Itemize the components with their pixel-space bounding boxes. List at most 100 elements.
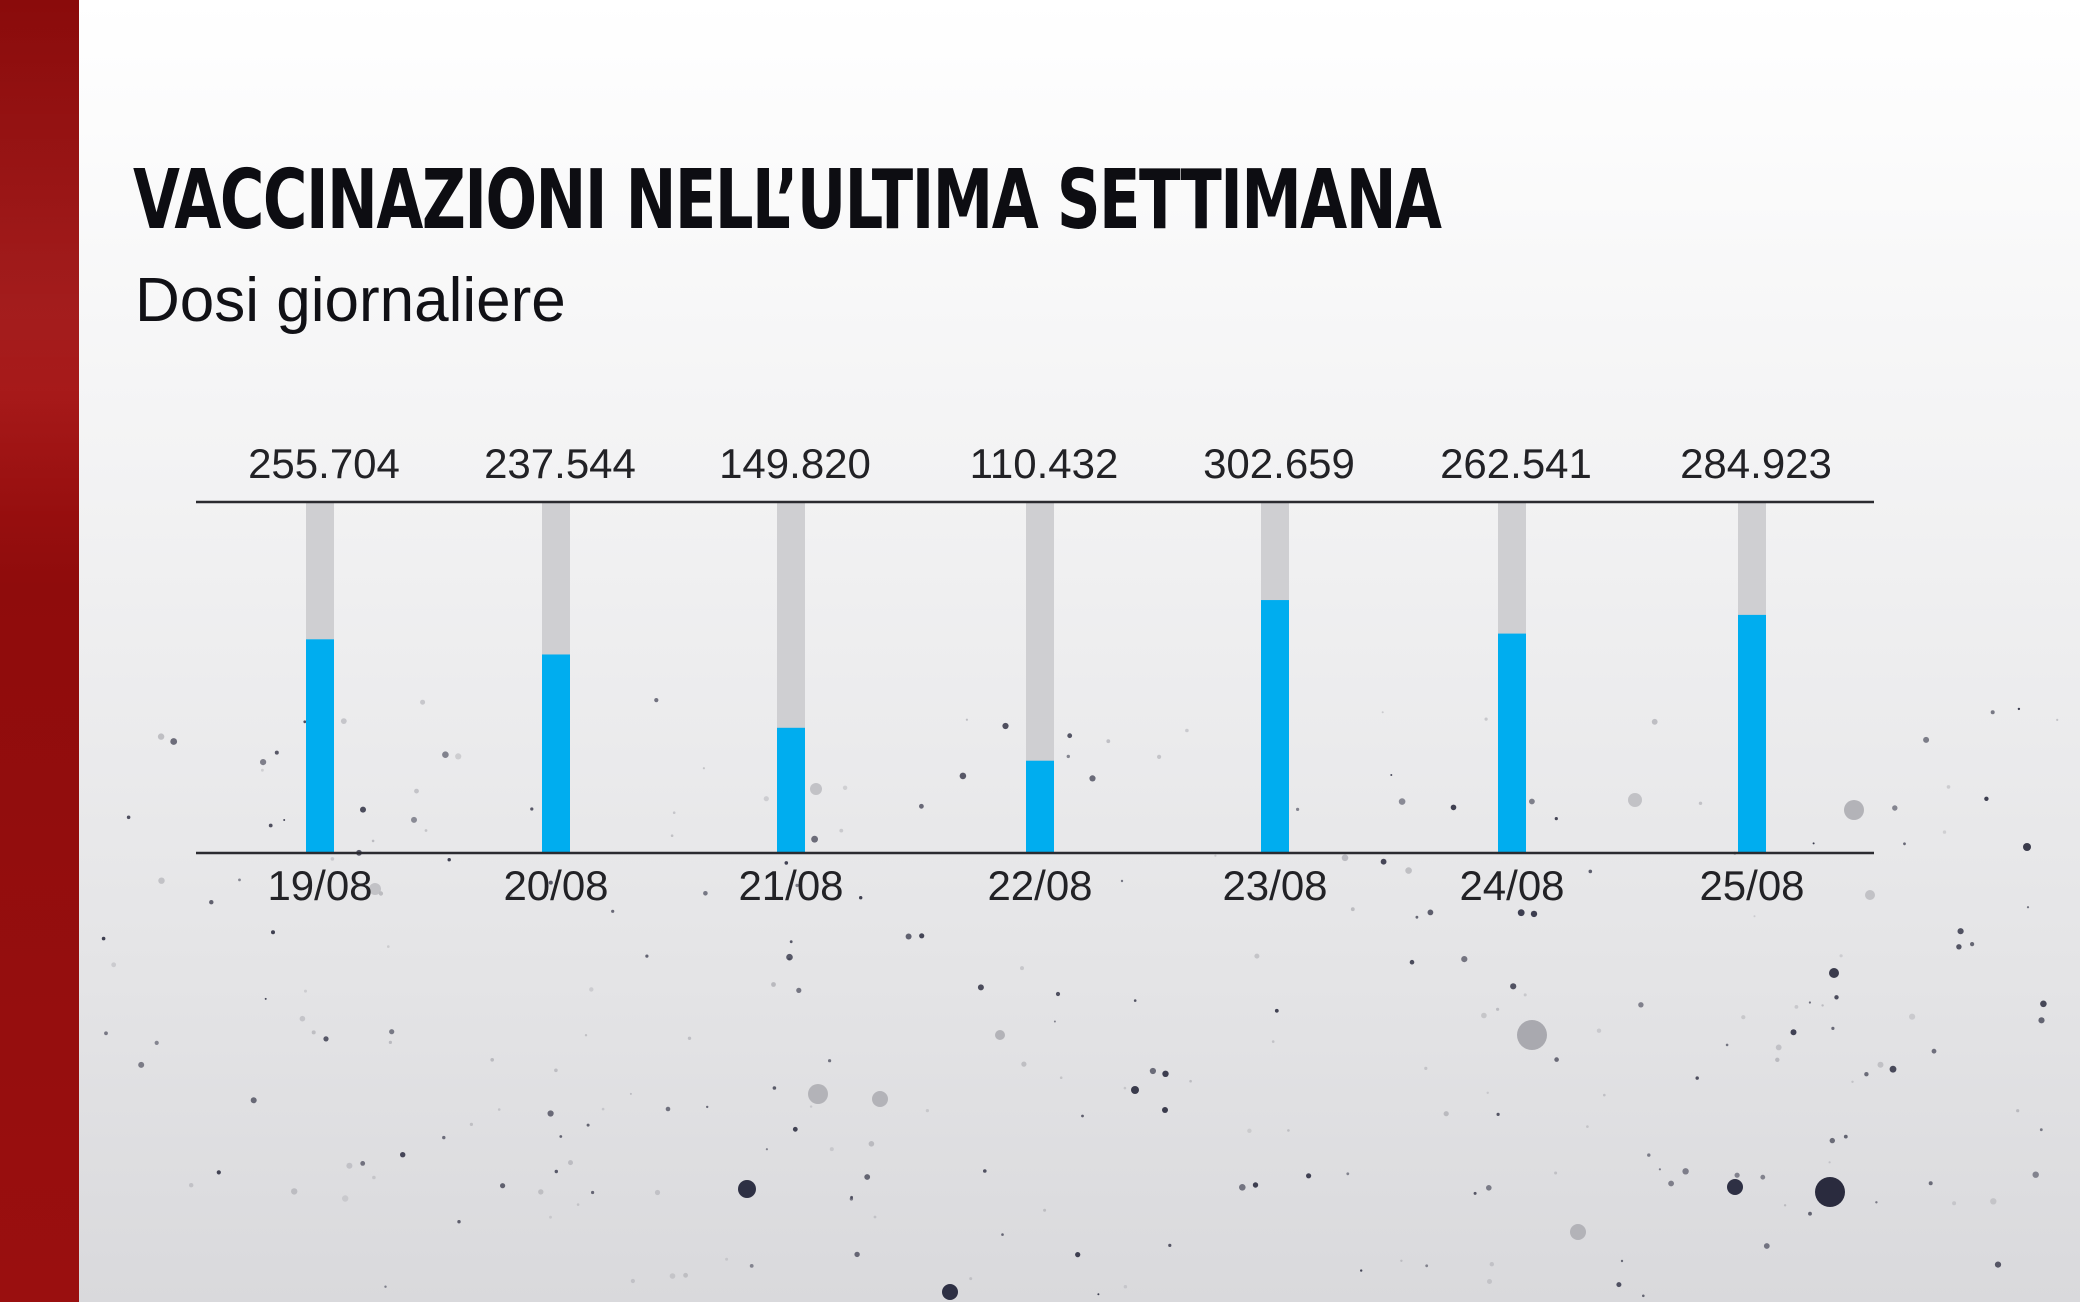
particle-dot	[725, 1257, 729, 1261]
particle-dot	[170, 738, 178, 745]
particle-dot	[1839, 954, 1843, 958]
particle-dot	[554, 1169, 558, 1174]
particle-dot	[1892, 805, 1898, 811]
particle-dot	[1400, 1259, 1403, 1263]
particle-dot	[384, 1285, 387, 1288]
particle-dot	[1020, 966, 1024, 971]
particle-dot	[104, 1031, 108, 1036]
particle-dot	[271, 930, 275, 935]
particle-dot	[304, 989, 307, 993]
particle-dot	[1162, 1107, 1168, 1113]
particle-dot	[424, 829, 428, 832]
particle-dot	[2040, 1000, 2047, 1008]
data-label: 262.541	[1440, 440, 1592, 487]
particle-dot	[2056, 718, 2059, 722]
particle-dot	[1783, 1204, 1787, 1207]
x-tick-label: 19/08	[267, 862, 372, 909]
particle-dot	[1473, 1191, 1477, 1195]
particle-dot	[1450, 804, 1457, 811]
particle-dot	[1753, 915, 1756, 918]
bar	[777, 727, 805, 853]
particle-dot	[1162, 1070, 1169, 1078]
particle-dot	[629, 1092, 632, 1095]
particle-dot	[1570, 1224, 1586, 1240]
particle-dot	[969, 1277, 973, 1281]
particle-dot	[411, 816, 417, 823]
particle-dot	[1252, 1182, 1259, 1188]
particle-dot	[1668, 1180, 1674, 1187]
particle-dot	[1496, 1112, 1500, 1116]
particle-dot	[554, 1068, 558, 1073]
particle-dot	[389, 1029, 395, 1035]
particle-dot	[1341, 854, 1349, 862]
data-label: 302.659	[1203, 440, 1355, 487]
particle-dot	[808, 1084, 828, 1104]
particle-dot	[1131, 1086, 1139, 1094]
particle-dot	[387, 945, 390, 948]
particle-dot	[786, 953, 793, 961]
particle-dot	[250, 1097, 257, 1104]
particle-dot	[1254, 953, 1260, 959]
particle-dot	[1763, 1243, 1770, 1249]
particle-dot	[264, 997, 267, 1000]
particle-dot	[238, 878, 241, 882]
particle-dot	[455, 753, 462, 760]
particle-dot	[548, 880, 553, 885]
particle-dot	[342, 1195, 349, 1202]
particle-dot	[1821, 1004, 1824, 1007]
x-tick-label: 23/08	[1222, 862, 1327, 909]
particle-dot	[654, 1189, 661, 1196]
particle-dot	[340, 718, 347, 724]
particle-dot	[1409, 959, 1415, 965]
particle-dot	[789, 940, 793, 944]
particle-dot	[216, 1170, 221, 1175]
particle-dot	[1957, 928, 1964, 935]
particle-dot	[1510, 983, 1517, 990]
particle-dot	[158, 877, 165, 884]
particle-dot	[1952, 1201, 1957, 1206]
particle-dot	[809, 1105, 813, 1108]
particle-dot	[1970, 942, 1975, 947]
particle-dot	[849, 1197, 854, 1201]
particle-dot	[919, 933, 925, 939]
particle-dot	[1651, 718, 1658, 725]
particle-dot	[1271, 1040, 1275, 1043]
particle-dot	[630, 1278, 636, 1284]
particle-dot	[1990, 1198, 1997, 1205]
particle-dot	[868, 1141, 875, 1147]
particle-dot	[1296, 807, 1300, 812]
particle-dot	[1425, 1264, 1429, 1268]
particle-dot	[670, 834, 674, 837]
particle-dot	[457, 1220, 461, 1224]
particle-dot	[1775, 1044, 1782, 1051]
particle-dot	[388, 1040, 392, 1044]
particle-dot	[442, 1135, 446, 1140]
particle-dot	[360, 1161, 366, 1166]
particle-dot	[1496, 1007, 1500, 1011]
particle-dot	[138, 1061, 145, 1068]
particle-dot	[1489, 1262, 1495, 1267]
particle-dot	[1517, 1020, 1547, 1050]
particle-dot	[1794, 1005, 1799, 1009]
bar	[1498, 633, 1526, 853]
particle-dot	[311, 1030, 316, 1035]
left-accent-strip	[0, 0, 79, 1302]
particle-dot	[1647, 1153, 1651, 1157]
particle-dot	[1360, 1269, 1363, 1272]
particle-dot	[1529, 798, 1535, 805]
particle-dot	[1903, 842, 1906, 846]
particle-dot	[1123, 1285, 1128, 1289]
particle-dot	[1931, 1048, 1937, 1054]
particle-dot	[669, 1273, 676, 1279]
bar	[1738, 614, 1766, 853]
particle-dot	[1461, 956, 1468, 963]
particle-dot	[1760, 1174, 1766, 1180]
particle-dot	[977, 984, 984, 991]
data-label: 237.544	[484, 440, 636, 487]
particle-dot	[1380, 858, 1387, 865]
particle-dot	[792, 1126, 798, 1132]
particle-dot	[1834, 995, 1839, 1000]
particle-dot	[706, 1105, 709, 1109]
particle-dot	[959, 772, 967, 780]
